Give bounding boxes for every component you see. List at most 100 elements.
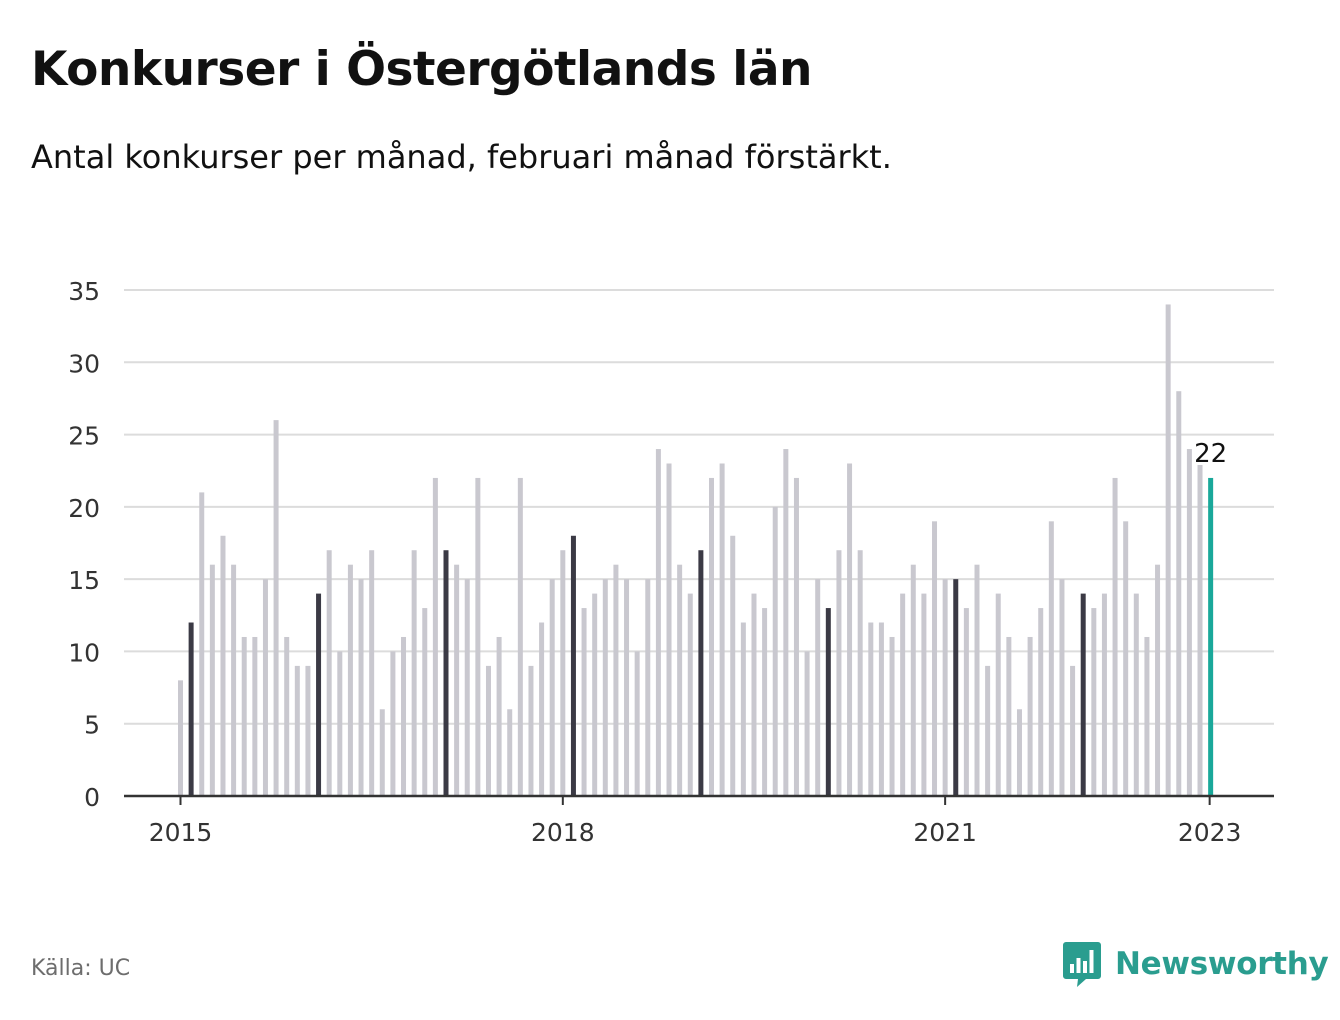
bar (772, 506, 778, 796)
bar (326, 550, 332, 796)
bar (262, 579, 268, 796)
bar (188, 622, 194, 796)
bar (220, 535, 226, 796)
y-tick-label: 20 (68, 494, 100, 523)
x-axis-labels: 2015 2018 2021 2023 (149, 818, 1242, 847)
bar (793, 477, 799, 796)
bar (337, 651, 343, 796)
bar (932, 521, 938, 796)
y-tick-label: 10 (68, 638, 100, 667)
bar (1186, 449, 1192, 796)
y-tick-label: 35 (68, 277, 100, 306)
bar (1038, 608, 1044, 796)
bar (411, 550, 417, 796)
bar (390, 651, 396, 796)
bar (432, 477, 438, 796)
y-tick-label: 0 (84, 783, 100, 812)
bar (1144, 636, 1150, 796)
bar (963, 608, 969, 796)
bar (592, 593, 598, 796)
bar (475, 477, 481, 796)
bar (857, 550, 863, 796)
bar (985, 665, 991, 796)
bar (1208, 477, 1214, 796)
bar (783, 449, 789, 796)
bar (369, 550, 375, 796)
bar (401, 636, 407, 796)
y-tick-label: 15 (68, 566, 100, 595)
bar (560, 550, 566, 796)
x-axis (124, 794, 1274, 805)
bar (252, 636, 258, 796)
bar (1006, 636, 1012, 796)
bar (953, 579, 959, 796)
bar (719, 463, 725, 796)
bar (422, 608, 428, 796)
brand-name: Newsworthy (1115, 946, 1329, 982)
bar (539, 622, 545, 796)
bar (1059, 579, 1065, 796)
latest-value-label: 22 (1194, 439, 1227, 469)
bar (900, 593, 906, 796)
bar (762, 608, 768, 796)
bar (1123, 521, 1129, 796)
bar (570, 535, 576, 796)
bar (581, 608, 587, 796)
bar (443, 550, 449, 796)
bar (507, 709, 513, 796)
y-tick-label: 25 (68, 422, 100, 451)
bar (528, 665, 534, 796)
x-tick-label: 2018 (531, 818, 595, 847)
x-tick-label: 2021 (913, 818, 977, 847)
bar (740, 622, 746, 796)
bar (209, 564, 215, 796)
bar (178, 680, 183, 796)
bar (1197, 463, 1203, 796)
bar (1080, 593, 1086, 796)
y-tick-label: 5 (84, 711, 100, 740)
bar (836, 550, 842, 796)
bar (602, 579, 608, 796)
bar (464, 579, 470, 796)
bar (1165, 304, 1171, 796)
bar (889, 636, 895, 796)
bar (730, 535, 736, 796)
bar (804, 651, 810, 796)
bar (379, 709, 385, 796)
chart-title: Konkurser i Östergötlands län (31, 42, 813, 97)
value-labels: 22 (1191, 436, 1230, 472)
bar (1176, 391, 1182, 796)
y-tick-label: 30 (68, 349, 100, 378)
bar (878, 622, 884, 796)
bar (358, 579, 364, 796)
bar (199, 492, 205, 796)
bar (847, 463, 853, 796)
bar (942, 579, 948, 796)
x-tick-label: 2023 (1178, 818, 1242, 847)
bar (921, 593, 927, 796)
chart-subtitle: Antal konkurser per månad, februari måna… (31, 138, 892, 176)
y-axis-labels: 0 5 10 15 20 25 30 35 (68, 277, 100, 812)
bar (347, 564, 353, 796)
bar (634, 651, 640, 796)
bar (1027, 636, 1033, 796)
bar (1091, 608, 1097, 796)
bar (454, 564, 460, 796)
bars (178, 304, 1214, 796)
bar (241, 636, 247, 796)
bar (868, 622, 874, 796)
bar (645, 579, 651, 796)
bar (709, 477, 714, 796)
bar (1133, 593, 1139, 796)
bar (316, 593, 322, 796)
bar (496, 636, 502, 796)
bar (284, 636, 290, 796)
bar (624, 579, 630, 796)
newsworthy-logo[interactable]: Newsworthy (1062, 940, 1329, 988)
bar (910, 564, 916, 796)
bar (613, 564, 619, 796)
bar (677, 564, 683, 796)
bar (974, 564, 980, 796)
bar (1070, 665, 1076, 796)
bar (815, 579, 821, 796)
